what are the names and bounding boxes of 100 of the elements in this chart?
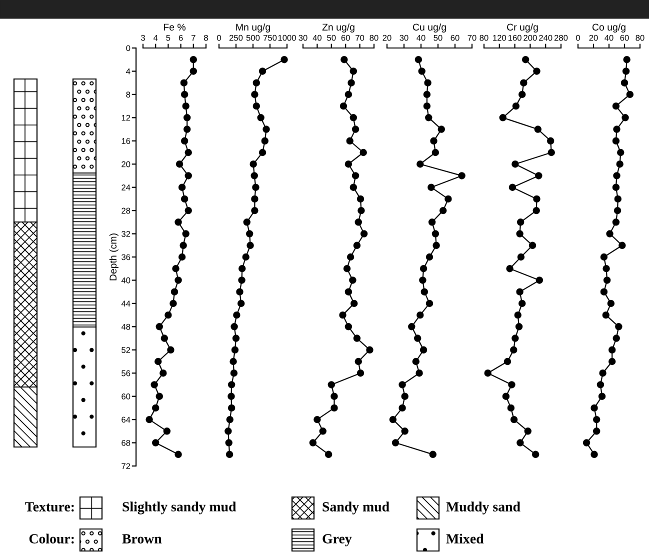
point — [176, 160, 184, 168]
x-tick-label: 200 — [524, 34, 537, 41]
point — [257, 114, 264, 122]
y-tick-label: 0 — [126, 45, 130, 52]
point — [252, 79, 260, 86]
point — [510, 416, 518, 424]
point — [618, 242, 626, 249]
point — [190, 68, 198, 75]
point — [424, 79, 432, 86]
point — [252, 102, 260, 110]
point — [596, 381, 604, 388]
point — [389, 416, 397, 424]
point — [152, 404, 160, 412]
point — [607, 300, 615, 308]
point — [328, 381, 336, 388]
point — [512, 334, 519, 342]
point — [346, 253, 354, 261]
text: Colour: — [29, 534, 74, 544]
y-tick-label: 4 — [126, 68, 130, 74]
point — [330, 404, 338, 412]
x-tick-label: 160 — [508, 34, 522, 41]
point — [423, 90, 431, 98]
y-tick-label: 64 — [122, 416, 130, 423]
point — [506, 265, 514, 272]
point — [401, 428, 408, 435]
x-tick-label: 500 — [246, 34, 260, 41]
point — [182, 102, 190, 110]
point — [512, 160, 519, 168]
point — [356, 195, 364, 203]
x-tick-label: 70 — [356, 34, 364, 41]
point — [612, 218, 620, 226]
y-axis-title: Depth (cm) — [109, 234, 118, 280]
point — [154, 358, 162, 366]
point — [444, 195, 452, 203]
point — [420, 288, 428, 296]
point — [398, 404, 406, 412]
point — [350, 68, 358, 75]
point — [518, 300, 526, 308]
point — [246, 242, 254, 249]
point — [358, 206, 365, 214]
x-tick-label: 80 — [636, 34, 644, 41]
x-tick-label: 30 — [400, 34, 408, 41]
point — [412, 358, 420, 366]
point — [354, 218, 362, 226]
point — [548, 148, 555, 156]
x-tick-label: 6 — [178, 34, 183, 41]
point — [512, 102, 520, 110]
point — [423, 102, 431, 110]
point — [350, 184, 358, 191]
point — [516, 439, 524, 446]
point — [420, 346, 428, 354]
point — [180, 90, 188, 98]
x-tick-label: 5 — [166, 34, 170, 41]
point — [228, 392, 235, 400]
point — [520, 79, 528, 86]
point — [514, 311, 522, 319]
x-tick-label: 1000 — [278, 34, 296, 41]
point — [228, 404, 236, 412]
point — [600, 253, 608, 261]
point — [350, 114, 358, 122]
point — [515, 323, 523, 330]
point — [612, 334, 620, 342]
x-tick-label: 80 — [370, 34, 378, 41]
point — [418, 68, 426, 75]
point — [536, 276, 544, 284]
x-tick-label: 250 — [229, 34, 243, 41]
y-tick-label: 24 — [122, 184, 130, 190]
point — [226, 450, 234, 458]
point — [190, 56, 198, 64]
point — [590, 404, 598, 412]
point — [180, 137, 188, 144]
point — [426, 253, 434, 261]
point — [622, 114, 629, 122]
point — [238, 265, 246, 272]
y-tick-label: 48 — [121, 324, 130, 330]
y-tick-label: 72 — [122, 463, 130, 470]
point — [622, 68, 630, 75]
x-tick-label: 120 — [493, 34, 506, 41]
point — [170, 288, 178, 296]
point — [183, 114, 191, 122]
point — [340, 102, 348, 110]
point — [532, 206, 540, 214]
point — [352, 126, 360, 133]
point — [516, 230, 524, 238]
point — [172, 265, 180, 272]
point — [339, 311, 346, 319]
point — [309, 439, 317, 446]
point — [262, 126, 270, 133]
point — [353, 334, 361, 342]
point — [242, 253, 250, 261]
point — [534, 126, 542, 133]
point — [156, 323, 163, 330]
x-tick-label: 80 — [480, 34, 488, 41]
point — [603, 276, 611, 284]
point — [250, 172, 258, 180]
point — [170, 300, 177, 308]
point — [392, 439, 400, 446]
point — [330, 392, 338, 400]
point — [535, 172, 542, 180]
point — [360, 148, 367, 156]
